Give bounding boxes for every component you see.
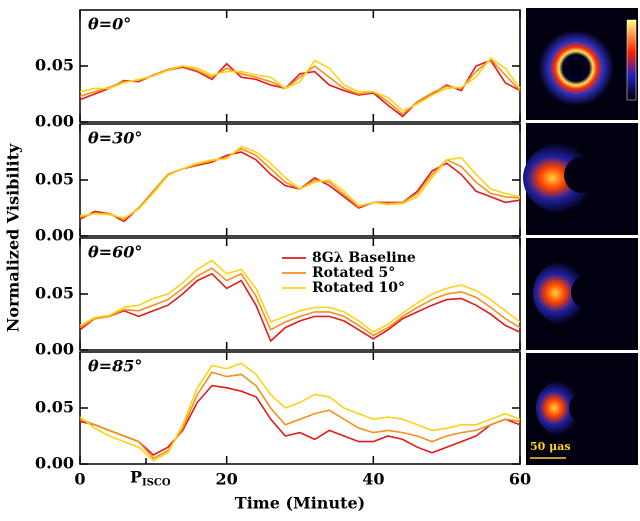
series-line — [79, 384, 521, 456]
legend-label: 8Gλ Baseline — [312, 250, 416, 266]
x-tick-label: 20 — [216, 470, 238, 489]
series-line — [79, 57, 521, 112]
panel-label: θ=30° — [88, 129, 142, 148]
panel-label: θ=0° — [88, 15, 131, 34]
legend-label: Rotated 10° — [312, 280, 405, 296]
panel-label: θ=85° — [88, 357, 142, 376]
panel-frame — [79, 237, 521, 351]
legend-label: Rotated 5° — [312, 265, 395, 281]
panel-label: θ=60° — [88, 243, 142, 262]
x-tick-label: 40 — [362, 470, 384, 489]
y-tick-label: 0.00 — [35, 226, 74, 245]
images: 50 μas — [523, 8, 638, 465]
series-line — [79, 259, 521, 334]
panel-frame — [79, 351, 521, 465]
y-tick-label: 0.00 — [35, 340, 74, 359]
x-tick-label: 0 — [74, 470, 85, 489]
series-line — [79, 272, 521, 343]
series-line — [79, 145, 521, 219]
series-line — [79, 362, 521, 462]
y-axis-label: Normalized Visibility — [4, 143, 23, 332]
y-tick-label: 0.00 — [35, 454, 74, 473]
x-tick-label: 60 — [509, 470, 531, 489]
y-tick-label: 0.05 — [35, 56, 74, 75]
annotation-subscript: ISCO — [142, 478, 171, 489]
y-tick-label: 0.05 — [35, 398, 74, 417]
x-axis-label: Time (Minute) — [235, 494, 365, 513]
series-line — [79, 371, 521, 460]
panel-frame — [79, 123, 521, 237]
y-tick-label: 0.05 — [35, 284, 74, 303]
series-line — [79, 267, 521, 337]
annotation: P — [130, 468, 142, 487]
panel-frame — [79, 9, 521, 123]
scale-bar-label: 50 μas — [530, 440, 571, 453]
series-line — [79, 58, 521, 116]
y-tick-label: 0.05 — [35, 170, 74, 189]
y-tick-label: 0.00 — [35, 112, 74, 131]
